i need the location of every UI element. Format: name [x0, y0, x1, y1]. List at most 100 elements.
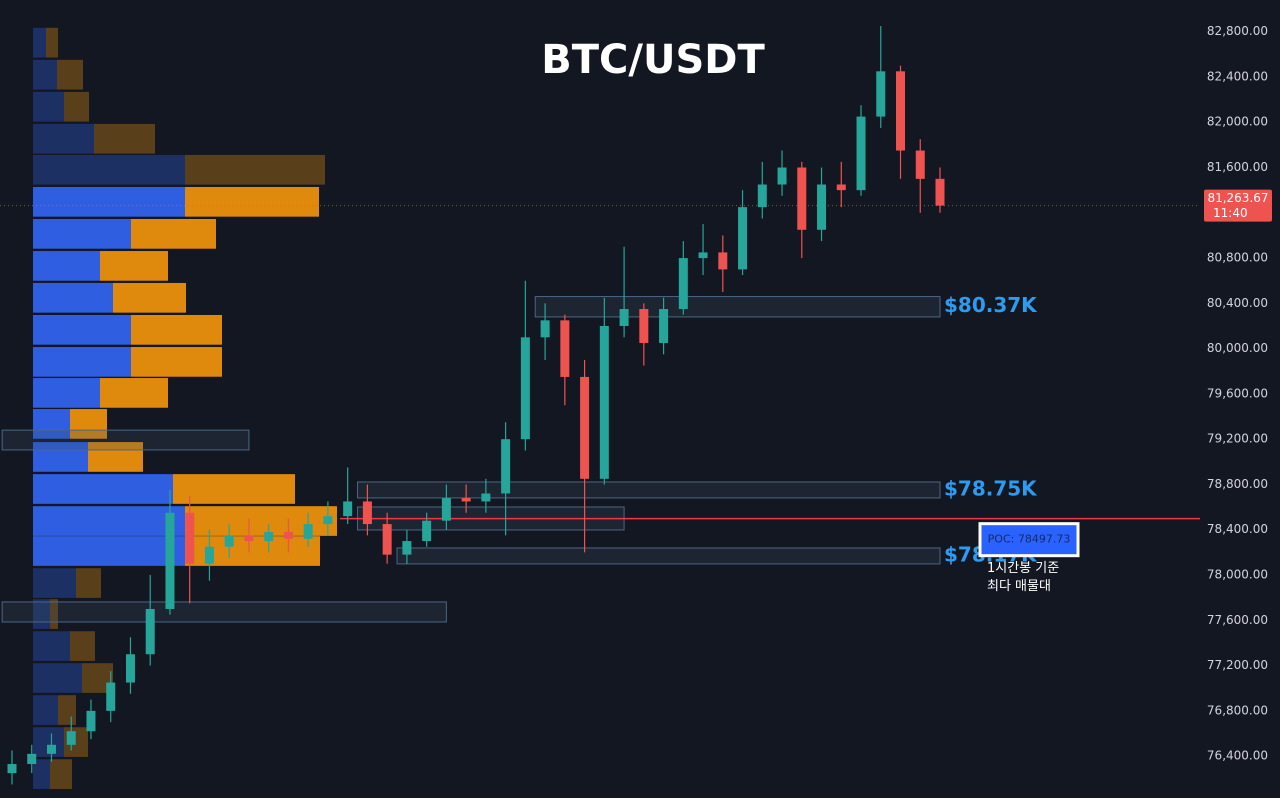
profile-sell [185, 506, 337, 536]
candle-body [165, 512, 175, 609]
candle-body [797, 167, 807, 230]
y-tick-label: 77,600.00 [1207, 613, 1268, 627]
candle-body [125, 654, 135, 683]
y-tick-label: 80,000.00 [1207, 341, 1268, 355]
profile-buy [33, 442, 88, 472]
price-label: 81,263.67 [1207, 191, 1268, 205]
candle-body [264, 532, 274, 542]
candle-body [66, 731, 76, 745]
y-tick-label: 79,600.00 [1207, 386, 1268, 400]
y-tick-label: 76,800.00 [1207, 703, 1268, 717]
profile-sell [185, 154, 325, 185]
candle-body [738, 207, 748, 270]
profile-buy [33, 506, 185, 536]
profile-sell [173, 474, 295, 504]
profile-sell [50, 599, 58, 629]
countdown: 11:40 [1213, 206, 1248, 220]
y-tick-label: 81,600.00 [1207, 160, 1268, 174]
chart-title: BTC/USDT [541, 37, 765, 83]
profile-buy [33, 186, 185, 217]
candle-body [481, 493, 491, 502]
profile-sell [94, 123, 155, 154]
profile-sell [131, 314, 222, 345]
y-tick-label: 78,000.00 [1207, 568, 1268, 582]
profile-sell [58, 695, 76, 725]
candle-body [619, 309, 629, 326]
candle-body [757, 184, 767, 208]
candle-body [204, 546, 214, 564]
candle-body [935, 178, 945, 206]
profile-buy [33, 568, 76, 598]
profile-buy [33, 314, 131, 345]
profile-buy [33, 536, 185, 566]
profile-sell [57, 59, 83, 90]
zone [1, 601, 447, 623]
candle-body [303, 524, 313, 539]
profile-buy [33, 123, 94, 154]
y-tick-label: 77,200.00 [1207, 658, 1268, 672]
profile-buy [33, 409, 70, 439]
candle-body [402, 541, 412, 555]
profile-buy [33, 219, 131, 249]
candle-body [777, 167, 787, 185]
profile-buy [33, 663, 82, 693]
profile-buy [33, 695, 58, 725]
candle-body [599, 325, 609, 479]
candle-body [422, 520, 432, 542]
profile-buy [33, 91, 64, 122]
y-tick-label: 80,800.00 [1207, 251, 1268, 265]
candle-body [915, 150, 925, 179]
profile-sell [76, 568, 101, 598]
candle-body [7, 764, 17, 774]
candle-body [461, 498, 471, 502]
candle-body [659, 309, 669, 343]
candle-body [718, 252, 728, 270]
candle-body [86, 710, 96, 732]
candle-body [441, 498, 451, 521]
profile-sell [131, 347, 222, 377]
y-tick-label: 76,400.00 [1207, 749, 1268, 763]
poc-note: 최다 매물대 [987, 579, 1051, 594]
profile-sell [50, 759, 72, 789]
candle-body [106, 682, 116, 711]
candle-body [27, 753, 37, 765]
profile-buy [33, 474, 173, 504]
candle-body [678, 258, 688, 310]
poc-label: POC: 78497.73 [988, 533, 1071, 546]
candle-body [46, 744, 56, 754]
candle-body [382, 524, 392, 555]
candle-body [323, 516, 333, 525]
y-tick-label: 82,400.00 [1207, 69, 1268, 83]
profile-buy [33, 759, 50, 789]
zone-label: $78.75K [944, 476, 1038, 500]
profile-buy [33, 59, 57, 90]
candle-body [520, 337, 530, 440]
y-tick-label: 80,400.00 [1207, 296, 1268, 310]
y-tick-label: 82,800.00 [1207, 24, 1268, 38]
candle-body [817, 184, 827, 230]
candle-body [896, 71, 906, 151]
profile-sell [100, 251, 168, 281]
zone [357, 481, 941, 499]
y-tick-label: 79,200.00 [1207, 432, 1268, 446]
profile-sell [88, 442, 143, 472]
profile-buy [33, 378, 100, 408]
candle-body [876, 71, 886, 117]
y-tick-label: 78,800.00 [1207, 477, 1268, 491]
y-tick-label: 78,400.00 [1207, 522, 1268, 536]
zone-label: $80.37K [944, 293, 1038, 317]
candle-body [224, 535, 234, 547]
candle-body [639, 309, 649, 343]
candle-body [362, 501, 372, 525]
poc-box [978, 522, 1080, 558]
candle-body [698, 252, 708, 259]
profile-sell [46, 27, 58, 58]
candle-body [501, 439, 511, 494]
candle-body [836, 184, 846, 191]
price-badge [1204, 189, 1272, 222]
profile-buy [33, 282, 113, 313]
candle-body [343, 501, 353, 517]
profile-sell [100, 378, 168, 408]
